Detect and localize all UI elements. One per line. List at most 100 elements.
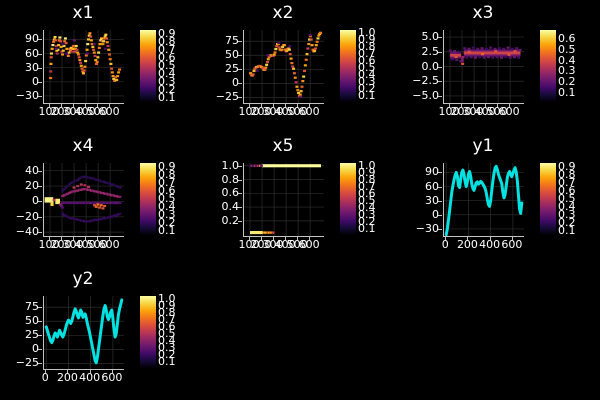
- y-tick-label: 0.8: [221, 172, 240, 186]
- y-tick-label: −25: [215, 90, 239, 104]
- y-tick-label: 0.2: [221, 213, 240, 227]
- y-tick-mark: [238, 83, 242, 85]
- x-tick-label: 400: [479, 238, 501, 251]
- y-tick-mark: [238, 41, 242, 43]
- colorbar-tick-label: 0.9: [158, 27, 176, 40]
- y-tick-mark: [38, 216, 42, 218]
- colorbar-tick-label: 0.9: [158, 160, 176, 173]
- x-tick-label: 500: [286, 105, 308, 118]
- colorbar: [540, 30, 556, 102]
- plot-canvas: [444, 163, 524, 236]
- x-tick-label: 200: [450, 105, 472, 118]
- x-tick-mark: [85, 237, 87, 240]
- y-tick-mark: [38, 81, 42, 83]
- x-tick-label: 100: [438, 105, 460, 118]
- x-tick-label: 100: [38, 238, 60, 251]
- x-tick-mark: [485, 104, 487, 107]
- y-tick-mark: [438, 186, 442, 188]
- colorbar-tick-label: 0.2: [358, 82, 376, 96]
- x-tick-mark: [511, 237, 513, 240]
- subplot-y2: y2 0 200 400 600 75 50 25 0 −25 1.0 0.9 0.8 0.7 0.6 0.…: [0, 266, 200, 399]
- y-tick-mark: [38, 67, 42, 69]
- colorbar-tick-label: 0.1: [358, 89, 376, 103]
- y-tick-label: 60: [25, 46, 39, 60]
- colorbar-tick-label: 0.2: [158, 348, 176, 362]
- y-tick-label: −20: [15, 209, 39, 223]
- x-tick-label: 100: [38, 105, 60, 118]
- x-tick-label: 200: [456, 238, 478, 251]
- y-tick-label: 20: [25, 179, 39, 193]
- plot-title: x2: [272, 3, 294, 23]
- colorbar-tick-label: 0.7: [158, 43, 176, 56]
- x-tick-mark: [497, 104, 499, 107]
- y-tick-mark: [38, 349, 42, 351]
- plot-area: [443, 30, 524, 104]
- colorbar-tick-label: 0.2: [558, 75, 576, 89]
- x-tick-mark: [109, 104, 111, 107]
- colorbar-tick-label: 0.3: [558, 208, 576, 221]
- x-tick-label: 200: [250, 105, 272, 118]
- x-tick-mark: [309, 237, 311, 240]
- y-tick-label: 50: [25, 314, 39, 328]
- colorbar-tick-label: 0.2: [158, 216, 176, 229]
- x-tick-mark: [73, 104, 75, 107]
- y-tick-label: 30: [425, 193, 439, 207]
- y-tick-label: −30: [15, 88, 39, 102]
- y-tick-label: 40: [25, 163, 39, 177]
- subplot-y1: y1 0 200 400 600 90 60 30 0 −30 0.9 0.8 0.7 0.6 0.5 0.…: [400, 133, 600, 266]
- colorbar-tick-label: 0.3: [558, 64, 576, 78]
- colorbar-tick-label: 0.4: [158, 67, 176, 80]
- colorbar-tick-label: 0.3: [158, 75, 176, 88]
- x-tick-mark: [97, 237, 99, 240]
- y-tick-mark: [38, 307, 42, 309]
- subplot-x1: x1 100 200 300 400 500 600 90 60 30 0 −30 0.9 0.8 0.7…: [0, 0, 200, 133]
- subplot-x5: x5 100 200 300 400 500 600 1.0 0.8 0.6 0.4 0.2 1.0 0…: [200, 133, 400, 266]
- colorbar-tick-label: 0.5: [558, 192, 576, 205]
- x-tick-mark: [85, 104, 87, 107]
- colorbar-tick-label: 0.6: [558, 31, 576, 45]
- x-tick-mark: [473, 104, 475, 107]
- x-tick-label: 600: [98, 238, 120, 251]
- plot-area: [243, 163, 324, 237]
- x-tick-mark: [67, 370, 69, 373]
- x-tick-mark: [97, 104, 99, 107]
- x-tick-label: 100: [238, 238, 260, 251]
- plot-canvas: [244, 30, 324, 103]
- colorbar-tick-label: 0.9: [358, 166, 376, 180]
- colorbar-tick-label: 0.7: [558, 176, 576, 189]
- x-tick-label: 400: [79, 371, 101, 384]
- colorbar-tick-label: 0.9: [358, 33, 376, 47]
- colorbar-tick-label: 0.6: [158, 320, 176, 334]
- y-tick-mark: [238, 179, 242, 181]
- y-tick-mark: [438, 95, 442, 97]
- x-tick-mark: [449, 104, 450, 107]
- colorbar-tick-label: 0.1: [158, 355, 176, 369]
- colorbar-tick-label: 0.1: [158, 224, 176, 237]
- y-tick-label: 0.4: [221, 200, 240, 214]
- colorbar-tick-label: 0.6: [558, 184, 576, 197]
- y-tick-label: 0: [32, 342, 39, 356]
- y-tick-mark: [38, 170, 42, 172]
- colorbar-tick-label: 0.2: [158, 83, 176, 96]
- x-tick-mark: [509, 104, 511, 107]
- y-tick-label: 1.0: [221, 158, 240, 172]
- x-tick-mark: [273, 237, 275, 240]
- colorbar-tick-label: 0.3: [358, 75, 376, 89]
- x-tick-label: 200: [250, 238, 272, 251]
- colorbar-tick-label: 0.5: [158, 192, 176, 205]
- x-tick-label: 600: [298, 238, 320, 251]
- colorbar-tick-label: 0.4: [558, 200, 576, 213]
- colorbar-tick-label: 0.3: [158, 341, 176, 355]
- x-tick-mark: [445, 237, 447, 240]
- colorbar: [340, 30, 356, 102]
- y-tick-label: 0: [232, 76, 239, 90]
- colorbar-tick-label: 0.3: [358, 208, 376, 222]
- plot-area: [43, 296, 124, 370]
- colorbar-tick-label: 1.0: [358, 159, 376, 173]
- y-tick-mark: [238, 207, 242, 209]
- y-tick-mark: [238, 193, 242, 195]
- y-tick-label: 5.0: [421, 30, 440, 44]
- y-tick-mark: [38, 335, 42, 337]
- y-tick-mark: [38, 201, 42, 203]
